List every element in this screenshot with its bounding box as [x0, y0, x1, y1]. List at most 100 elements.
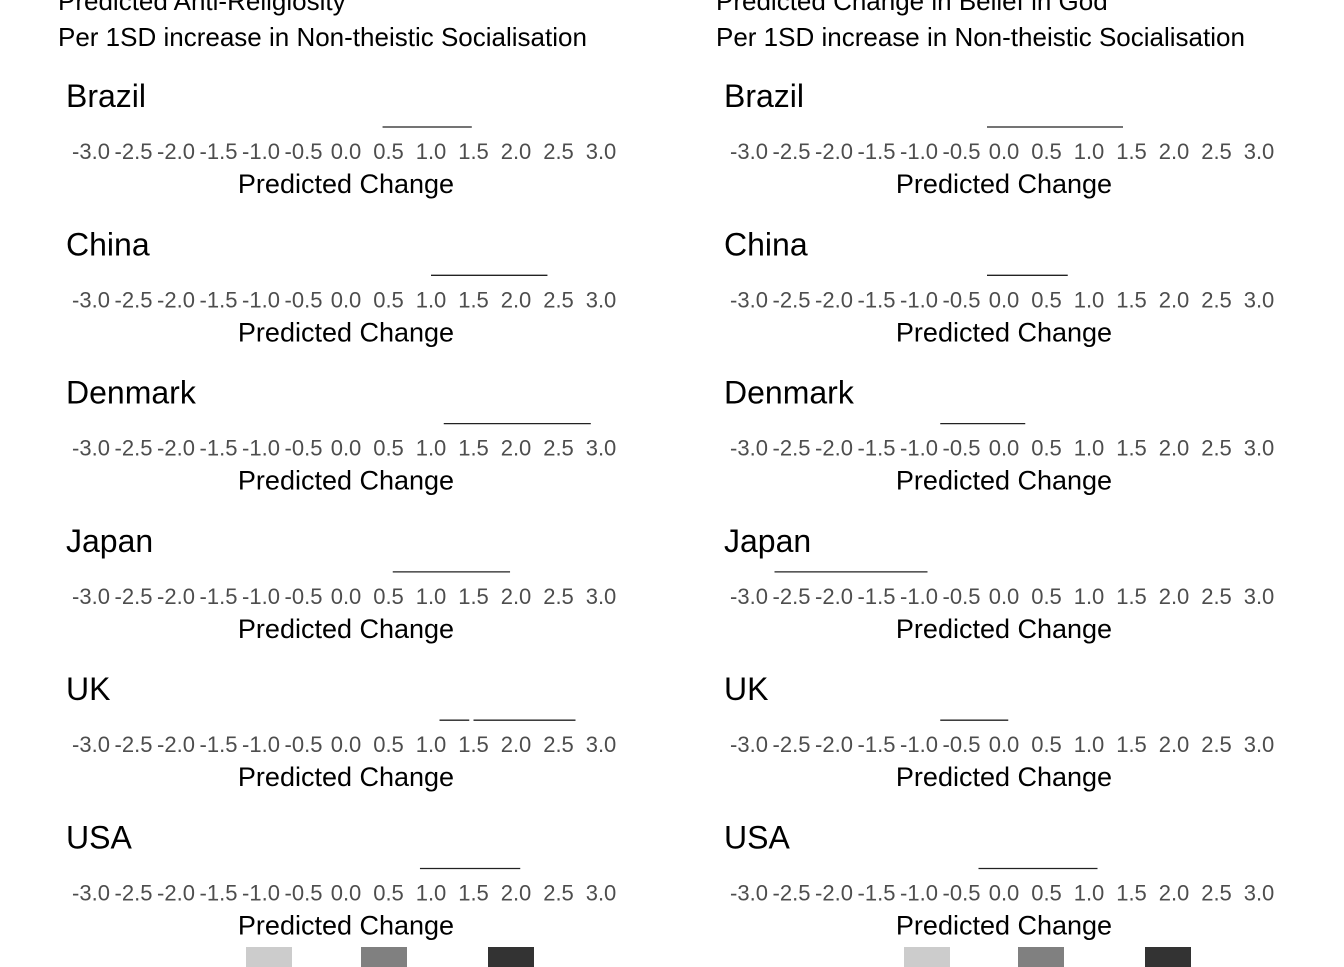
x-tick-label: -0.5 — [943, 881, 981, 906]
x-tick-label: 2.0 — [1159, 287, 1190, 312]
x-tick-label: -2.0 — [815, 732, 853, 757]
x-tick-label: -2.5 — [115, 436, 153, 461]
x-tick-label: 0.0 — [331, 881, 362, 906]
x-tick-label: -1.0 — [242, 436, 280, 461]
facet-label: UK — [724, 671, 768, 707]
x-tick-label: -1.5 — [200, 436, 238, 461]
x-tick-label: 1.5 — [1116, 436, 1147, 461]
x-tick-label: 0.0 — [331, 139, 362, 164]
x-tick-label: 1.0 — [1074, 732, 1105, 757]
facet-label: China — [66, 226, 150, 262]
x-tick-label: 0.5 — [1031, 287, 1062, 312]
x-tick-label: 3.0 — [1244, 584, 1275, 609]
x-tick-label: -1.5 — [200, 584, 238, 609]
x-tick-label: -1.5 — [200, 732, 238, 757]
x-tick-label: 1.0 — [416, 436, 447, 461]
x-tick-label: 2.5 — [1201, 584, 1232, 609]
x-tick-label: -1.0 — [900, 139, 938, 164]
x-tick-label: -2.0 — [157, 584, 195, 609]
x-tick-label: 0.5 — [373, 584, 404, 609]
x-tick-label: 1.5 — [1116, 139, 1147, 164]
x-tick-label: 3.0 — [586, 584, 617, 609]
x-tick-label: 3.0 — [1244, 139, 1275, 164]
facet-label: Denmark — [724, 375, 855, 411]
x-axis-title: Predicted Change — [238, 614, 454, 644]
x-tick-label: 3.0 — [1244, 287, 1275, 312]
x-tick-label: -3.0 — [72, 881, 110, 906]
x-tick-label: 1.0 — [1074, 881, 1105, 906]
legend-key-dark — [488, 947, 534, 967]
legend-key-mid — [1018, 947, 1064, 967]
x-axis-title: Predicted Change — [896, 762, 1112, 792]
x-tick-label: 0.5 — [1031, 584, 1062, 609]
x-tick-label: 2.5 — [1201, 732, 1232, 757]
panel-title: Predicted Change in Belief in God — [716, 0, 1108, 16]
x-tick-label: -2.0 — [157, 436, 195, 461]
x-tick-label: -2.5 — [115, 881, 153, 906]
x-tick-label: -2.5 — [115, 732, 153, 757]
x-tick-label: 2.0 — [1159, 881, 1190, 906]
x-axis-title: Predicted Change — [238, 466, 454, 496]
x-tick-label: -1.0 — [900, 436, 938, 461]
legend-key-light — [904, 947, 950, 967]
facet-label: Japan — [724, 523, 811, 559]
x-tick-label: 2.5 — [1201, 881, 1232, 906]
x-tick-label: 1.5 — [458, 287, 489, 312]
panel-subtitle: Per 1SD increase in Non-theistic Sociali… — [716, 22, 1245, 52]
facet-label: USA — [66, 820, 132, 856]
x-axis-title: Predicted Change — [896, 911, 1112, 941]
x-tick-label: 0.0 — [989, 584, 1020, 609]
x-tick-label: -2.0 — [815, 436, 853, 461]
x-tick-label: -3.0 — [72, 436, 110, 461]
x-tick-label: 1.5 — [1116, 732, 1147, 757]
facet-label: Brazil — [66, 78, 146, 114]
x-tick-label: 2.5 — [1201, 436, 1232, 461]
facet-label: Denmark — [66, 375, 197, 411]
x-tick-label: -3.0 — [730, 436, 768, 461]
x-tick-label: 1.5 — [458, 732, 489, 757]
x-tick-label: -1.0 — [242, 584, 280, 609]
x-tick-label: 2.5 — [543, 732, 574, 757]
x-tick-label: -2.5 — [773, 139, 811, 164]
x-tick-label: 0.5 — [1031, 139, 1062, 164]
x-tick-label: -3.0 — [730, 881, 768, 906]
x-tick-label: 1.5 — [1116, 881, 1147, 906]
x-tick-label: 2.0 — [1159, 584, 1190, 609]
x-tick-label: 0.5 — [1031, 881, 1062, 906]
x-tick-label: -1.0 — [900, 881, 938, 906]
x-tick-label: 3.0 — [1244, 881, 1275, 906]
x-tick-label: 1.0 — [1074, 584, 1105, 609]
x-tick-label: 3.0 — [1244, 436, 1275, 461]
legend-key-light — [246, 947, 292, 967]
x-tick-label: 0.5 — [373, 139, 404, 164]
facet-chart-belief-in-god: Brazil-3.0 -2.5 -2.0 -1.5 -1.0 -0.5 0.0 0.5 1.0 1… — [724, 78, 1275, 941]
x-tick-label: 1.0 — [416, 287, 447, 312]
x-tick-label: -2.0 — [157, 287, 195, 312]
x-tick-label: -3.0 — [730, 584, 768, 609]
x-axis-title: Predicted Change — [896, 317, 1112, 347]
x-tick-label: -2.5 — [115, 139, 153, 164]
x-tick-label: 0.5 — [1031, 436, 1062, 461]
x-tick-label: -1.5 — [200, 881, 238, 906]
x-tick-label: -1.0 — [900, 584, 938, 609]
x-tick-label: -0.5 — [943, 584, 981, 609]
panel-belief-in-god: Predicted Change in Belief in God Per 1S… — [672, 0, 1344, 967]
x-tick-label: -0.5 — [285, 287, 323, 312]
x-tick-label: -2.0 — [815, 584, 853, 609]
x-tick-label: -1.0 — [242, 881, 280, 906]
x-tick-label: 2.5 — [543, 881, 574, 906]
x-tick-label: -0.5 — [285, 139, 323, 164]
x-tick-label: 0.0 — [989, 732, 1020, 757]
x-tick-label: -0.5 — [943, 287, 981, 312]
facet-label: Brazil — [724, 78, 804, 114]
x-tick-label: 1.0 — [1074, 436, 1105, 461]
x-tick-label: 3.0 — [586, 436, 617, 461]
x-tick-label: 2.0 — [501, 436, 532, 461]
x-tick-label: 1.0 — [1074, 287, 1105, 312]
x-tick-label: 2.0 — [1159, 732, 1190, 757]
x-tick-label: -1.5 — [858, 436, 896, 461]
x-tick-label: 1.5 — [458, 436, 489, 461]
x-tick-label: -2.5 — [773, 732, 811, 757]
x-axis-title: Predicted Change — [238, 762, 454, 792]
x-tick-label: -2.5 — [773, 881, 811, 906]
